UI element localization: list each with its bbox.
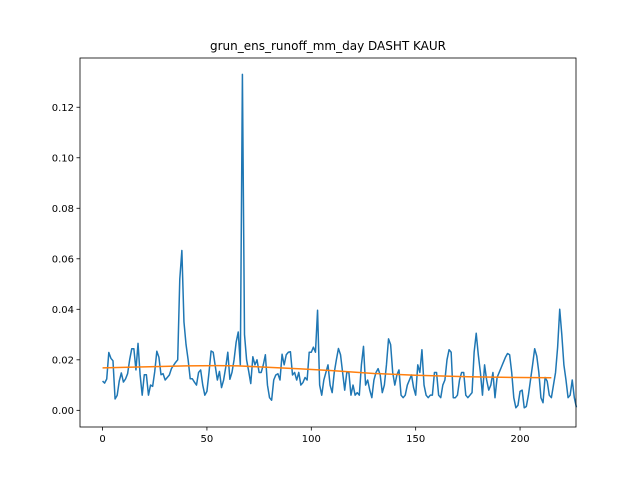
axes-layer: 0 50 100 150 200 0.00 0.02 0.04 0.06 0.08 0.10 0.12 (52, 57, 577, 445)
y-tick-label: 0.10 (52, 153, 74, 164)
x-tick-label: 50 (201, 434, 214, 445)
y-tick-label: 0.04 (52, 305, 74, 316)
y-tick-label: 0.06 (52, 254, 74, 265)
y-tick-label: 0.00 (52, 406, 74, 417)
axes-frame (79, 57, 577, 428)
x-tick-label: 200 (511, 434, 530, 445)
x-tick-label: 0 (99, 434, 105, 445)
series-layer (102, 73, 578, 409)
y-tick-label: 0.12 (52, 103, 74, 114)
y-tick-label: 0.02 (52, 355, 74, 366)
x-tick-label: 100 (302, 434, 321, 445)
chart-title: grun_ens_runoff_mm_day DASHT KAUR (210, 39, 446, 53)
y-tick-label: 0.08 (52, 204, 74, 215)
series-line-2 (102, 364, 552, 379)
x-tick-label: 150 (406, 434, 425, 445)
